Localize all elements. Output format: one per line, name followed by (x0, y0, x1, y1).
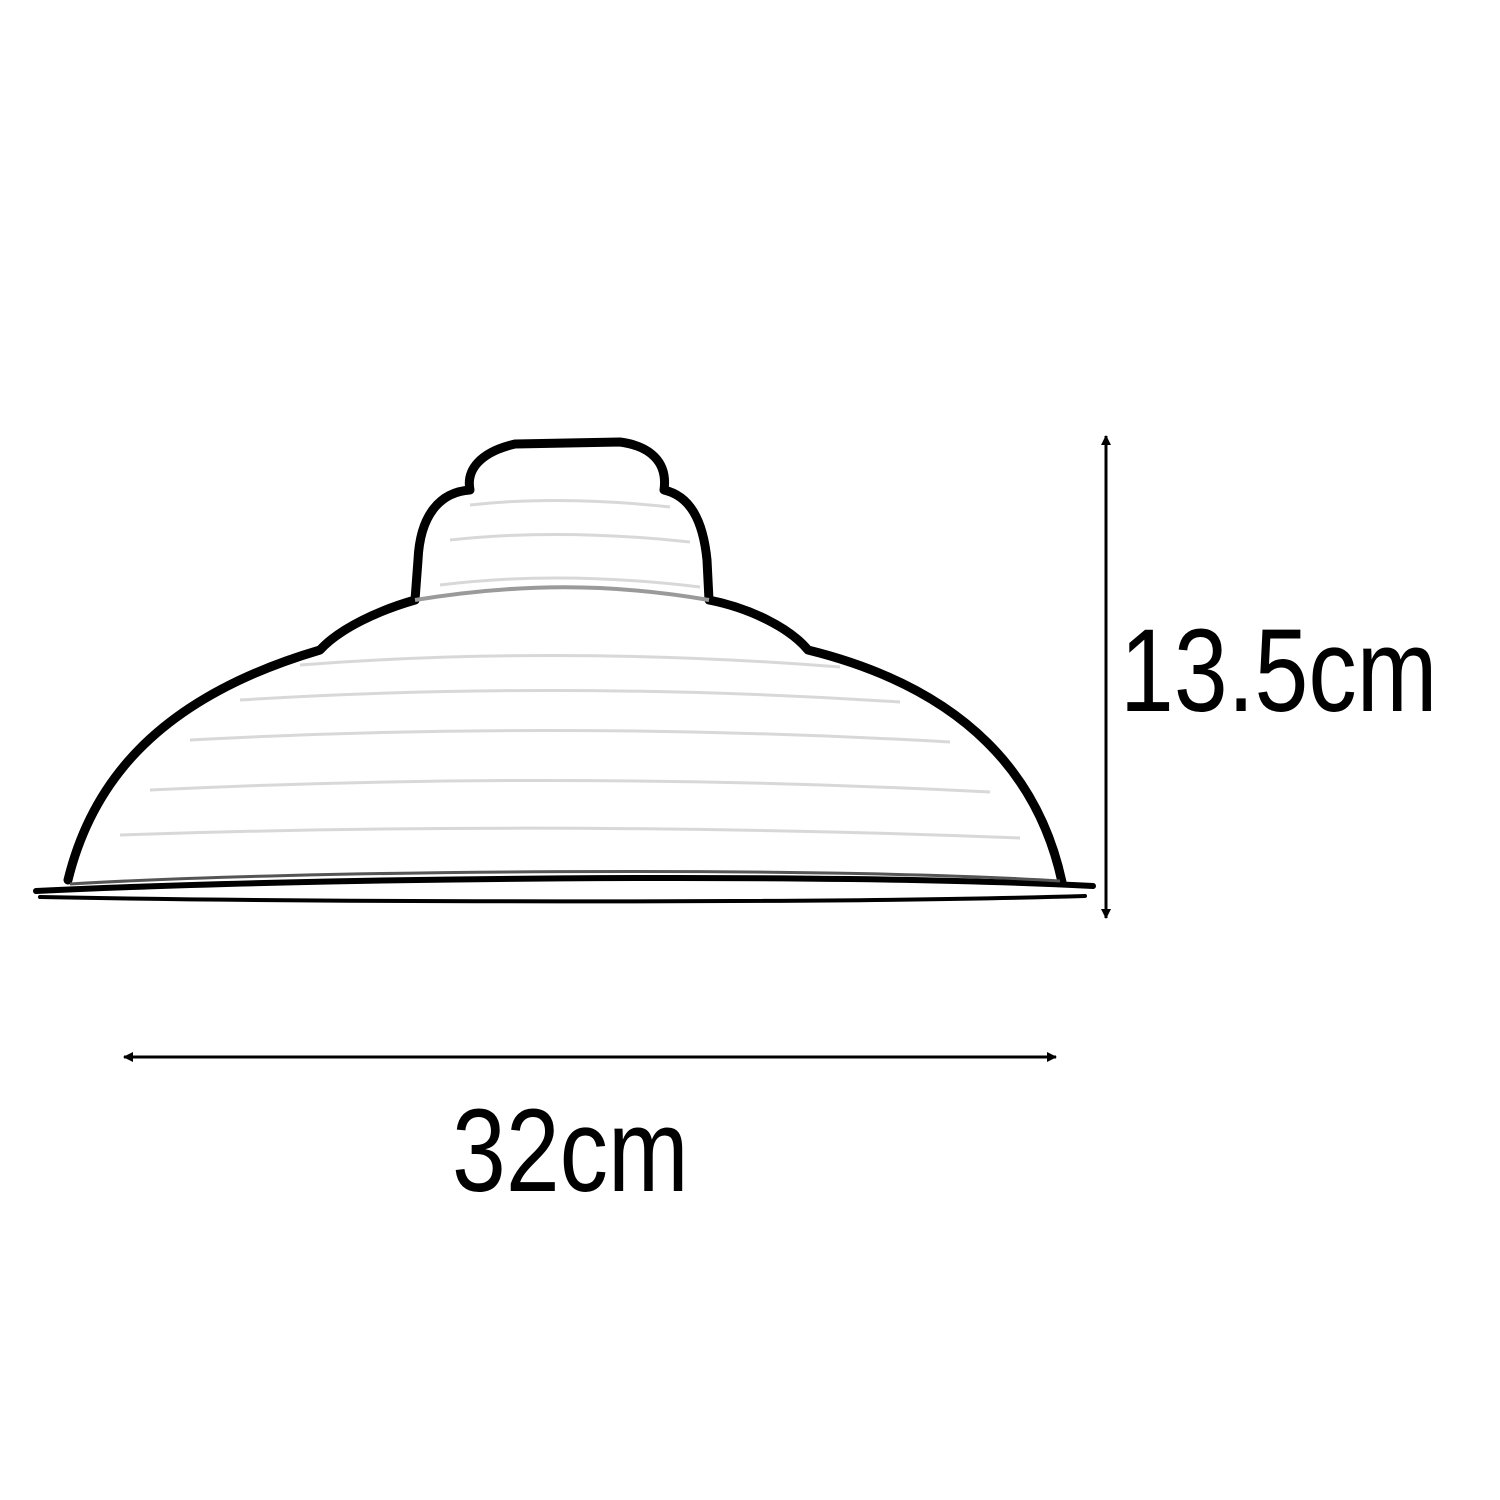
lamp-shade-icon (33, 437, 1096, 904)
shade-rim-lower (38, 894, 1087, 904)
height-dimension-label: 13.5cm (1120, 605, 1438, 737)
shade-outline (63, 437, 1067, 887)
width-dimension-label: 32cm (452, 1085, 689, 1217)
shade-texture (119, 498, 1021, 840)
shade-rim (33, 874, 1096, 894)
shade-rim-inner (69, 869, 1061, 886)
shoulder-ridge (414, 585, 710, 602)
